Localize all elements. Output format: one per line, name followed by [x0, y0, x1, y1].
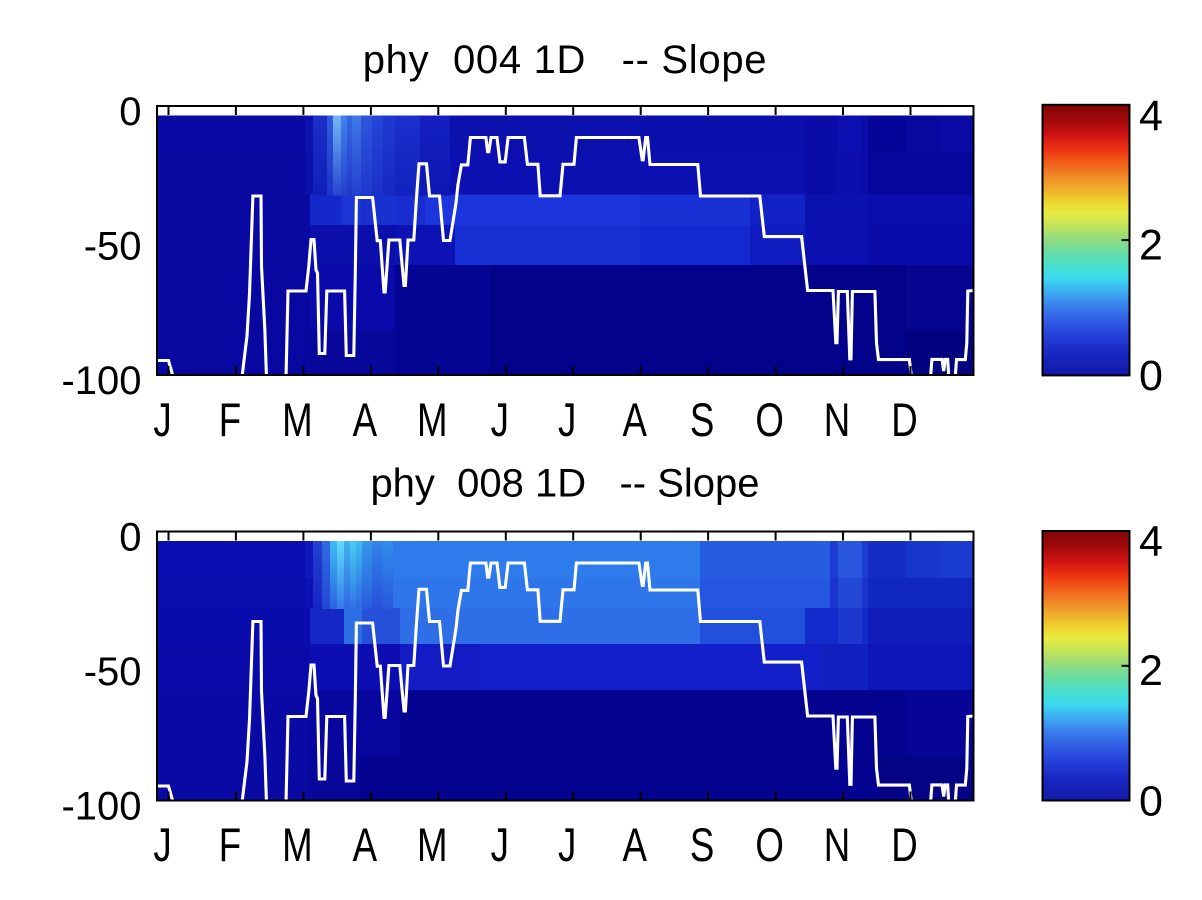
- svg-text:phy 008 1D -- Slope: phy 008 1D -- Slope: [370, 462, 759, 506]
- svg-text:M: M: [282, 819, 313, 871]
- svg-text:S: S: [690, 394, 714, 446]
- svg-text:J: J: [491, 819, 509, 871]
- svg-text:-50: -50: [84, 225, 142, 269]
- svg-text:-100: -100: [61, 359, 141, 403]
- svg-text:D: D: [891, 819, 917, 871]
- svg-text:0: 0: [119, 516, 141, 560]
- svg-text:0: 0: [1139, 778, 1163, 826]
- svg-text:J: J: [153, 819, 171, 871]
- svg-text:M: M: [282, 394, 313, 446]
- svg-text:-50: -50: [84, 650, 142, 694]
- svg-text:S: S: [690, 819, 714, 871]
- svg-text:4: 4: [1139, 92, 1163, 140]
- svg-text:A: A: [353, 819, 378, 871]
- svg-text:O: O: [755, 394, 784, 446]
- svg-text:A: A: [353, 394, 378, 446]
- svg-text:D: D: [891, 394, 917, 446]
- svg-text:M: M: [417, 819, 448, 871]
- svg-text:J: J: [558, 394, 576, 446]
- svg-text:M: M: [417, 394, 448, 446]
- svg-text:A: A: [622, 394, 647, 446]
- svg-text:F: F: [219, 394, 241, 446]
- svg-text:N: N: [824, 394, 850, 446]
- svg-text:J: J: [153, 394, 171, 446]
- svg-text:O: O: [755, 819, 784, 871]
- svg-text:A: A: [622, 819, 647, 871]
- svg-text:phy 004 1D -- Slope: phy 004 1D -- Slope: [363, 38, 768, 82]
- svg-text:4: 4: [1139, 518, 1163, 566]
- svg-text:N: N: [824, 819, 850, 871]
- svg-text:0: 0: [1139, 352, 1163, 400]
- svg-text:2: 2: [1139, 647, 1163, 695]
- svg-text:J: J: [558, 819, 576, 871]
- svg-text:F: F: [219, 819, 241, 871]
- svg-text:0: 0: [119, 90, 141, 134]
- svg-text:-100: -100: [61, 785, 141, 829]
- svg-text:J: J: [491, 394, 509, 446]
- svg-text:2: 2: [1139, 222, 1163, 270]
